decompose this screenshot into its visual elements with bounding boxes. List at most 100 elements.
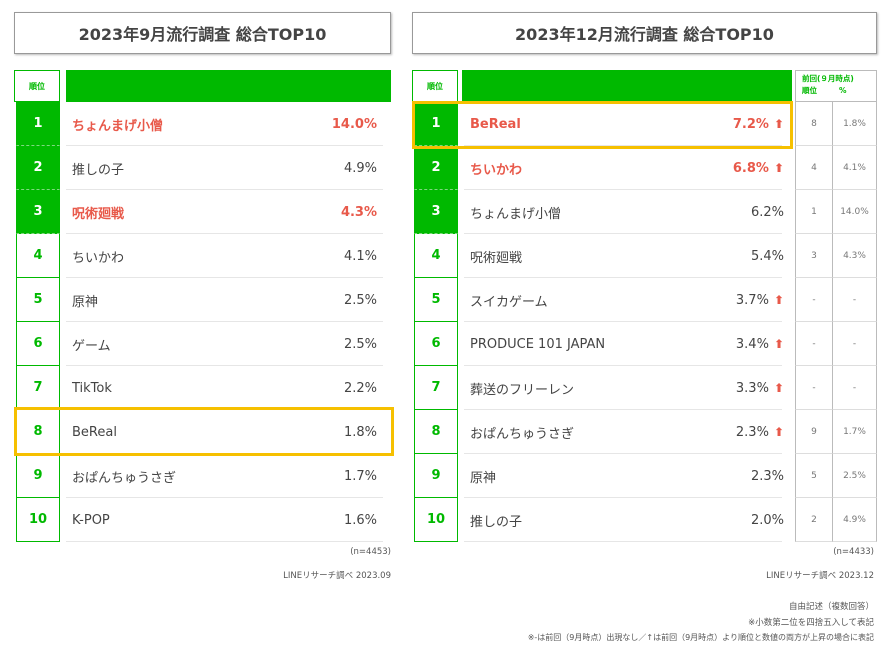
item-percent: 6.2% [751, 190, 784, 234]
table-row: 6 ゲーム 2.5% [16, 322, 393, 366]
item-percent: 2.0% [751, 498, 784, 542]
item-name: TikTok [72, 380, 112, 396]
previous-rank-header: 順位 [802, 86, 817, 95]
row-divider [464, 409, 782, 410]
rank-cell: 8 [414, 410, 458, 454]
row-divider [464, 321, 782, 322]
percent-value: 6.8% [732, 160, 769, 176]
row-divider [464, 541, 782, 542]
previous-rank: 5 [795, 454, 833, 498]
previous-rank: 3 [795, 234, 833, 278]
previous-percent: - [833, 366, 877, 410]
percent-value: 4.1% [343, 248, 377, 264]
table-row: 9 おぱんちゅうさぎ 1.7% [16, 454, 393, 498]
table-row: 2 推しの子 4.9% [16, 146, 393, 190]
item-percent: 4.1% [344, 234, 377, 278]
up-arrow-icon: ⬆ [773, 425, 784, 439]
rank-cell: 4 [414, 234, 458, 278]
up-arrow-icon: ⬆ [773, 293, 784, 307]
row-divider [464, 233, 782, 234]
rank-cell: 8 [16, 410, 60, 454]
item-percent: 4.3% [341, 190, 377, 234]
table-row: 1 BeReal 7.2% ⬆ [414, 102, 792, 146]
item-percent: 2.3% ⬆ [736, 410, 784, 454]
percent-value: 1.6% [343, 512, 377, 528]
right-title: 2023年12月流行調査 総合TOP10 [412, 12, 877, 54]
item-name: BeReal [470, 116, 521, 132]
previous-rank: 1 [795, 190, 833, 234]
rank-cell: 6 [414, 322, 458, 366]
rank-cell: 1 [414, 102, 458, 146]
percent-value: 3.3% [735, 380, 769, 396]
rank-cell: 1 [16, 102, 60, 146]
percent-value: 5.4% [750, 248, 784, 264]
item-percent: 5.4% [751, 234, 784, 278]
percent-value: 1.7% [343, 468, 377, 484]
previous-percent: 4.3% [833, 234, 877, 278]
percent-value: 2.2% [343, 380, 377, 396]
rank-cell: 2 [16, 146, 60, 190]
table-row: 10 推しの子 2.0% [414, 498, 792, 542]
table-row: 3 ちょんまげ小僧 6.2% [414, 190, 792, 234]
percent-value: 2.3% [735, 424, 769, 440]
item-name: 葬送のフリーレン [470, 382, 575, 398]
item-percent: 2.5% [344, 278, 377, 322]
row-divider [66, 277, 383, 278]
left-title: 2023年9月流行調査 総合TOP10 [14, 12, 391, 54]
previous-rank: 9 [795, 410, 833, 454]
percent-value: 2.0% [750, 512, 784, 528]
item-name: ちいかわ [72, 250, 125, 266]
row-divider [464, 277, 782, 278]
item-percent: 2.3% [751, 454, 784, 498]
rank-cell: 2 [414, 146, 458, 190]
item-percent: 4.9% [344, 146, 377, 190]
up-arrow-icon: ⬆ [773, 161, 784, 175]
percent-value: 4.3% [340, 204, 377, 220]
table-row: 5 原神 2.5% [16, 278, 393, 322]
note-rounding: ※小数第二位を四捨五入して表記 [748, 618, 874, 628]
table-row: 4 呪術廻戦 5.4% [414, 234, 792, 278]
previous-rank: 4 [795, 146, 833, 190]
percent-value: 3.4% [735, 336, 769, 352]
left-rank-header: 順位 [14, 70, 60, 102]
row-divider [66, 541, 383, 542]
left-source: LINEリサーチ調べ 2023.09 [283, 571, 391, 581]
previous-percent: 4.1% [833, 146, 877, 190]
item-percent: 3.3% ⬆ [736, 366, 784, 410]
up-arrow-icon: ⬆ [773, 117, 784, 131]
percent-value: 14.0% [331, 116, 377, 132]
item-percent: 2.2% [344, 366, 377, 410]
percent-value: 4.9% [343, 160, 377, 176]
item-percent: 1.6% [344, 498, 377, 542]
table-row: 7 TikTok 2.2% [16, 366, 393, 410]
item-name: 原神 [72, 294, 99, 310]
previous-rank: - [795, 322, 833, 366]
note-free-answer: 自由記述（複数回答） [788, 602, 874, 612]
previous-percent: - [833, 278, 877, 322]
rank-cell: 3 [414, 190, 458, 234]
row-divider [66, 321, 383, 322]
rank-cell: 7 [16, 366, 60, 410]
rank-cell: 9 [16, 454, 60, 498]
item-name: BeReal [72, 424, 117, 440]
row-divider [66, 233, 383, 234]
table-row: 7 葬送のフリーレン 3.3% ⬆ [414, 366, 792, 410]
percent-value: 2.5% [343, 292, 377, 308]
item-percent: 3.7% ⬆ [736, 278, 784, 322]
row-divider [464, 189, 782, 190]
item-name: 推しの子 [72, 162, 125, 178]
item-percent: 7.2% ⬆ [733, 102, 784, 146]
row-divider [464, 365, 782, 366]
item-percent: 14.0% [332, 102, 377, 146]
previous-percent: 4.9% [833, 498, 877, 542]
item-percent: 1.8% [344, 410, 377, 454]
item-name: 呪術廻戦 [470, 250, 523, 266]
percent-value: 1.8% [343, 424, 377, 440]
left-sample-size: (n=4453) [350, 547, 391, 557]
rank-cell: 9 [414, 454, 458, 498]
table-row: 3 呪術廻戦 4.3% [16, 190, 393, 234]
rank-cell: 7 [414, 366, 458, 410]
item-name: ちょんまげ小僧 [72, 118, 164, 134]
rank-cell: 3 [16, 190, 60, 234]
previous-percent: 1.8% [833, 102, 877, 146]
